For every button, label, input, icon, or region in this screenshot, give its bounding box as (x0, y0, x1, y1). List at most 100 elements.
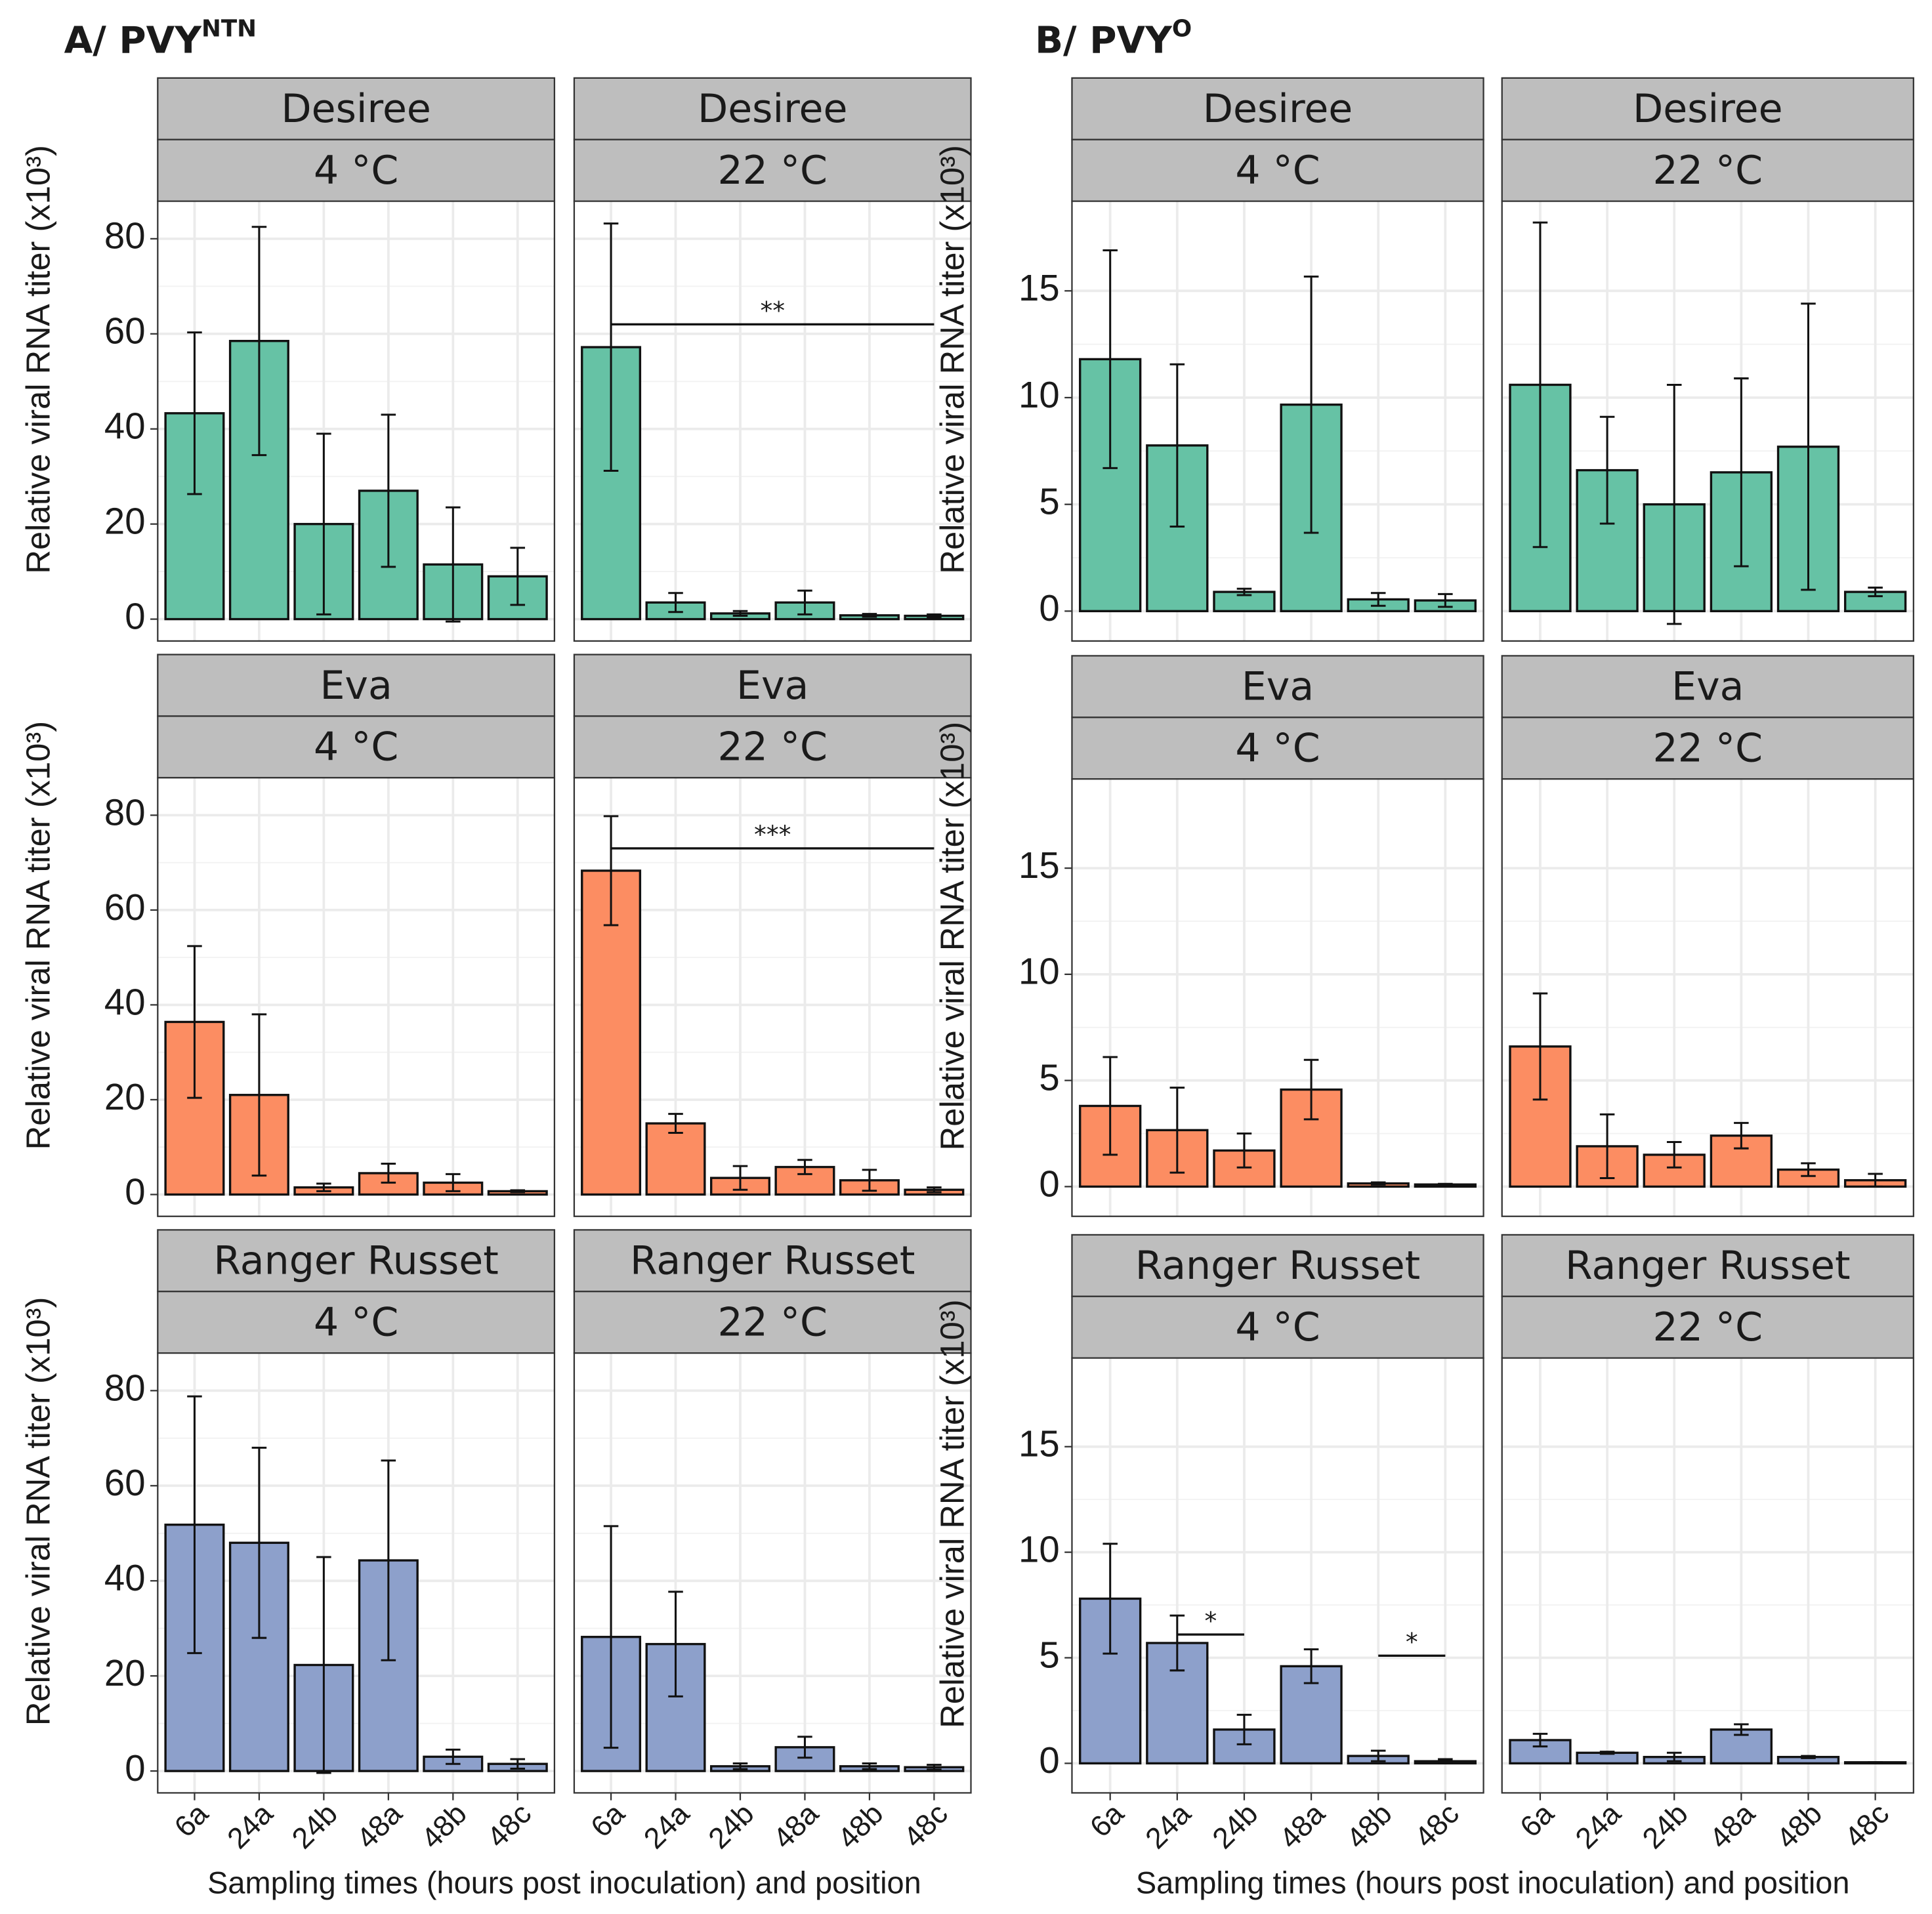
error-bar (251, 1013, 267, 1177)
error-bar (1599, 415, 1615, 525)
strip-label: 4 °C (1235, 1304, 1320, 1350)
error-bar (1169, 363, 1185, 528)
error-bar (251, 226, 267, 457)
error-bar (1734, 1723, 1749, 1736)
error-bar (187, 945, 202, 1099)
x-axis-label: Sampling times (hours post inoculation) … (1136, 1866, 1850, 1900)
strip-label: Eva (1242, 664, 1314, 710)
x-tick-label: 48a (1703, 1796, 1762, 1855)
group-title-sup: NTN (201, 16, 257, 43)
x-tick-label: 24b (1206, 1797, 1264, 1855)
y-tick-label: 15 (1018, 1423, 1060, 1465)
y-axis-label: Relative viral RNA titer (x10³) (933, 722, 971, 1150)
error-bar (510, 547, 526, 606)
error-bar (1438, 593, 1453, 608)
error-bar (668, 1591, 683, 1697)
strip-label: 4 °C (314, 1300, 398, 1346)
strip-label: 4 °C (1235, 148, 1320, 194)
error-bar (862, 613, 877, 618)
y-tick-label: 80 (104, 1367, 146, 1408)
error-bar (316, 1556, 331, 1774)
y-axis-label: Relative viral RNA titer (x10³) (933, 145, 971, 573)
error-bar (1438, 1758, 1453, 1764)
x-tick-label: 6a (584, 1796, 631, 1843)
x-tick-label: 24b (1636, 1797, 1694, 1855)
strip (573, 77, 972, 140)
x-tick-label: 24a (220, 1796, 280, 1855)
error-bar (1102, 1543, 1118, 1655)
bar (645, 1122, 706, 1196)
error-bar (927, 1764, 942, 1771)
error-bar (1532, 221, 1548, 549)
error-bar (927, 1186, 942, 1194)
x-tick-label: 48a (1272, 1796, 1332, 1855)
panel-border (1501, 200, 1914, 642)
y-tick-label: 60 (104, 886, 146, 928)
strip (1071, 655, 1484, 718)
strip-label: 22 °C (717, 724, 828, 770)
strip-label: Ranger Russet (1565, 1243, 1850, 1289)
strip (573, 1229, 972, 1293)
strip (573, 1291, 972, 1354)
error-bar (1734, 377, 1749, 568)
y-tick-label: 5 (1039, 481, 1059, 522)
x-tick-label: 6a (1513, 1796, 1561, 1843)
strip-label: 22 °C (1653, 148, 1763, 194)
error-bar (1102, 1056, 1118, 1156)
error-bar (862, 1762, 877, 1770)
significance-label: * (1204, 1606, 1217, 1635)
y-tick-label: 20 (104, 501, 146, 542)
panel-border (1071, 200, 1484, 642)
panel-border (1501, 778, 1914, 1217)
panel-border (573, 200, 972, 642)
strip-label: Desiree (281, 86, 431, 132)
strip (1501, 77, 1914, 140)
strip-label: 22 °C (717, 148, 828, 194)
y-tick-label: 15 (1018, 844, 1060, 886)
error-bar (603, 1525, 619, 1749)
strip-label: 22 °C (1653, 1304, 1763, 1350)
strip (157, 715, 556, 779)
y-tick-label: 10 (1018, 374, 1060, 415)
error-bar (1102, 249, 1118, 469)
y-tick-label: 10 (1018, 1529, 1060, 1570)
strip-label: Ranger Russet (1135, 1243, 1420, 1289)
y-tick-label: 60 (104, 310, 146, 352)
y-tick-label: 0 (1039, 1739, 1059, 1781)
group-title: A/ PVYNTN (64, 16, 257, 62)
y-axis-label: Relative viral RNA titer (x10³) (19, 721, 56, 1150)
x-tick-label: 48c (480, 1797, 537, 1854)
strip-label: 4 °C (1235, 726, 1320, 772)
strip-label: 4 °C (314, 724, 398, 770)
error-bar (381, 1459, 396, 1661)
error-bar (187, 1395, 202, 1654)
strip-label: Eva (736, 663, 808, 709)
strip (1501, 717, 1914, 780)
strip (1501, 1295, 1914, 1359)
error-bar (1303, 275, 1319, 534)
y-tick-label: 60 (104, 1462, 146, 1503)
error-bar (862, 1169, 877, 1192)
y-tick-label: 40 (104, 406, 146, 447)
error-bar (510, 1189, 526, 1194)
plot-panel (1502, 1358, 1914, 1793)
strip (157, 138, 556, 202)
strip-label: Ranger Russet (630, 1238, 915, 1284)
error-bar (1666, 383, 1682, 625)
panel-border (157, 1352, 556, 1794)
error-bar (732, 1762, 748, 1770)
error-bar (1868, 587, 1883, 598)
x-tick-label: 48a (350, 1796, 409, 1855)
strip-label: 22 °C (717, 1300, 828, 1346)
error-bar (797, 1159, 812, 1175)
panel-border (1501, 1357, 1914, 1794)
error-bar (251, 1446, 267, 1639)
strip (1071, 77, 1484, 140)
y-tick-label: 0 (125, 1171, 145, 1212)
y-axis-label: Relative viral RNA titer (x10³) (19, 1297, 56, 1726)
y-tick-label: 0 (1039, 587, 1059, 629)
error-bar (732, 1165, 748, 1191)
x-tick-label: 48b (415, 1797, 473, 1855)
error-bar (1532, 1732, 1548, 1748)
x-tick-label: 24b (702, 1797, 760, 1855)
